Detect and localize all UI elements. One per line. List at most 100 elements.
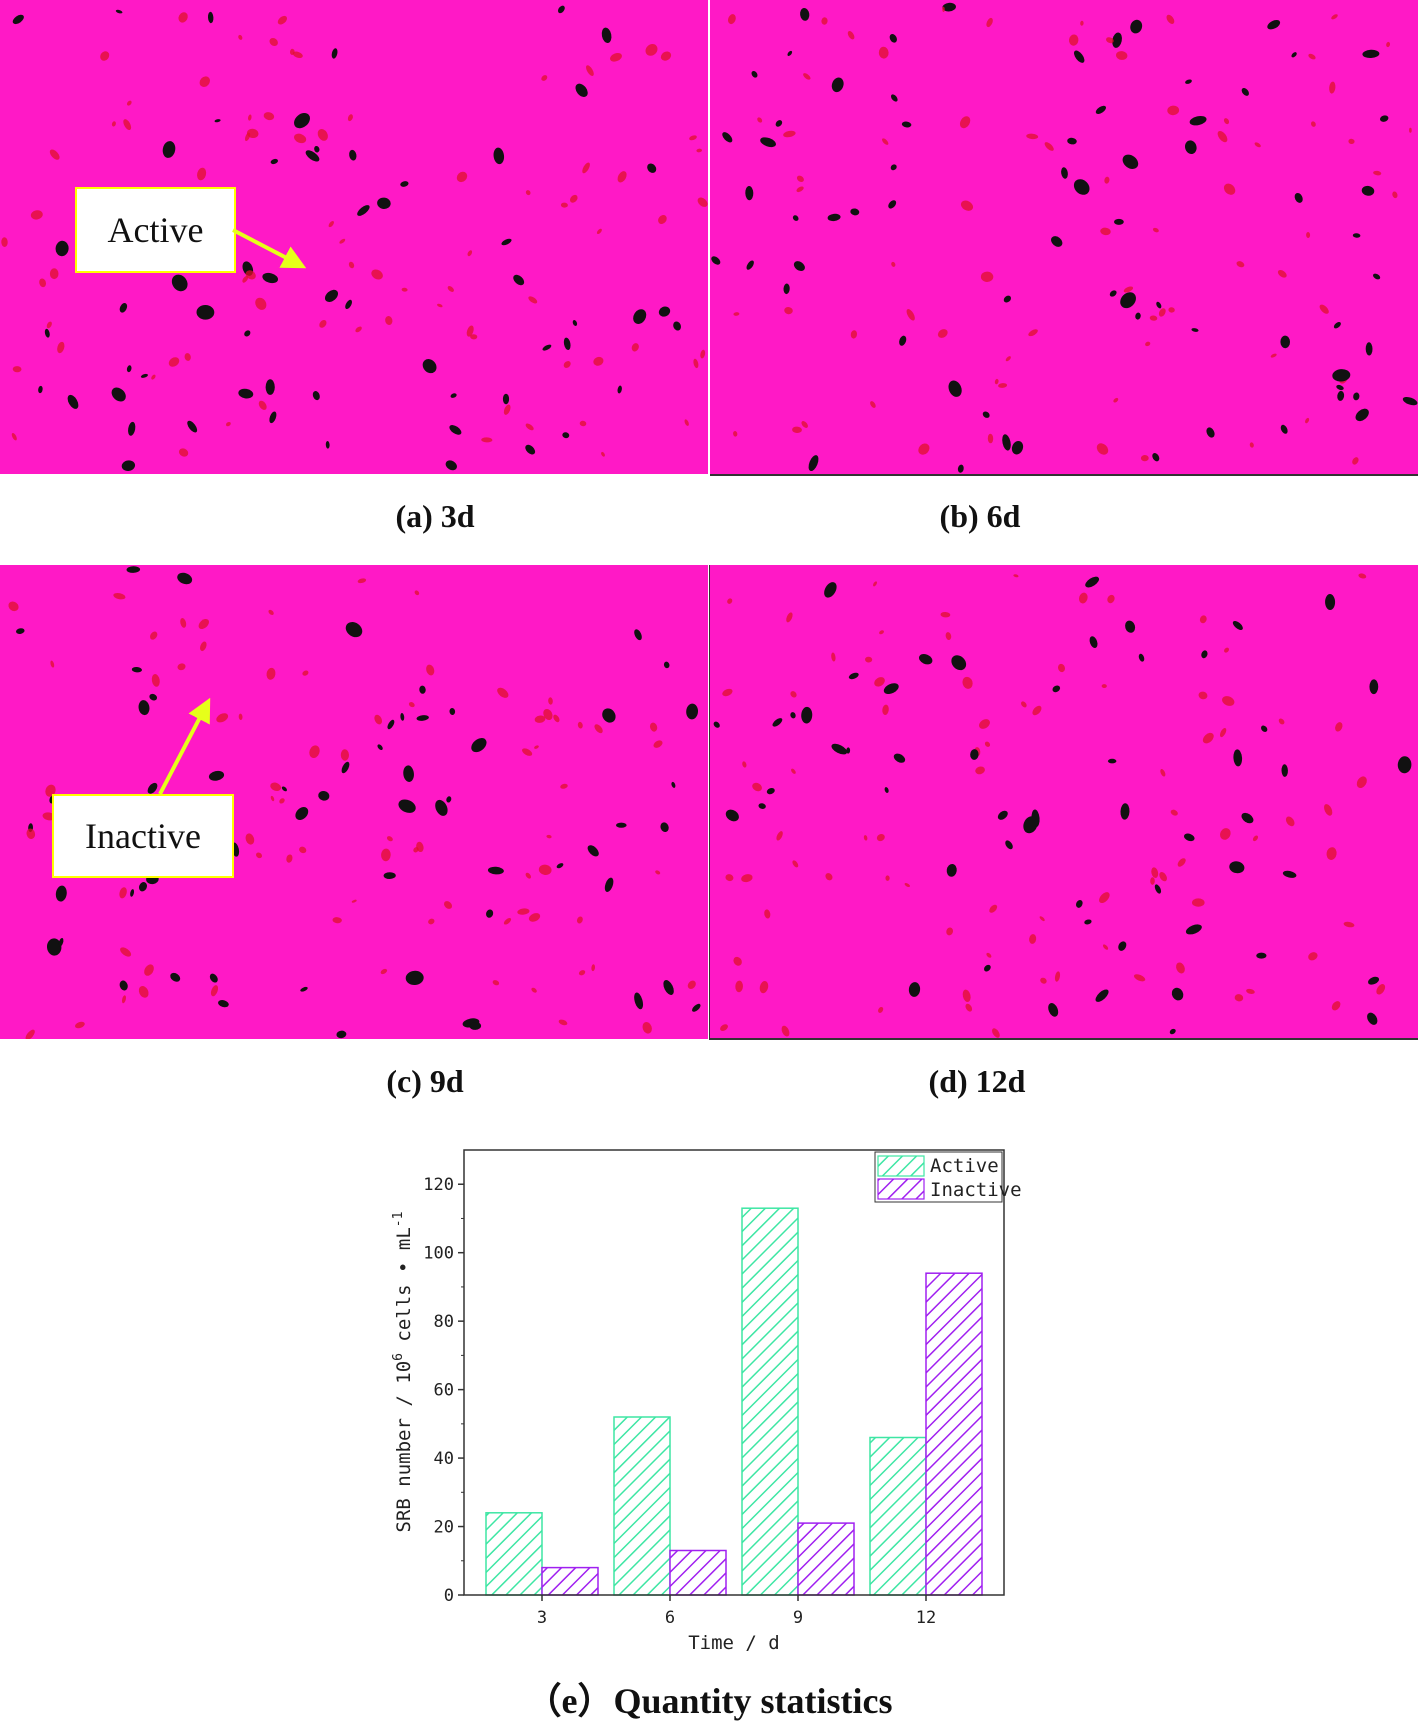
- active-cell: [1183, 833, 1195, 842]
- inactive-cell: [1308, 952, 1318, 961]
- active-cell: [970, 749, 979, 760]
- inactive-cell: [582, 162, 590, 174]
- inactive-callout: Inactive: [52, 794, 234, 878]
- inactive-cell: [426, 664, 435, 676]
- active-cell: [686, 703, 699, 720]
- active-cell: [1089, 636, 1098, 649]
- active-cell: [383, 872, 396, 880]
- inactive-cell: [12, 366, 22, 373]
- inactive-cell: [1278, 718, 1285, 725]
- active-cell: [884, 787, 889, 793]
- active-cell: [775, 120, 783, 127]
- active-cell: [604, 877, 614, 892]
- active-cell: [405, 970, 424, 986]
- inactive-cell: [945, 632, 952, 640]
- inactive-cell: [1068, 34, 1079, 46]
- active-cell: [673, 321, 681, 331]
- active-cell: [128, 421, 136, 436]
- inactive-cell: [1044, 142, 1054, 151]
- inactive-cell: [986, 952, 992, 958]
- active-cell: [149, 693, 158, 701]
- active-cell: [471, 738, 487, 753]
- active-cell: [218, 999, 229, 1008]
- inactive-cell: [942, 6, 945, 12]
- active-cell: [751, 71, 758, 78]
- inactive-cell: [1113, 397, 1119, 403]
- active-cell: [435, 799, 448, 816]
- inactive-cell: [1306, 232, 1311, 238]
- inactive-cell: [1170, 809, 1178, 816]
- inactive-cell: [178, 448, 189, 457]
- inactive-cell: [1234, 994, 1244, 1002]
- active-cell: [170, 972, 181, 982]
- active-cell: [196, 304, 215, 320]
- inactive-cell: [579, 420, 587, 427]
- inactive-cell: [764, 909, 771, 919]
- inactive-cell: [870, 401, 876, 408]
- inactive-cell: [796, 186, 804, 193]
- active-cell: [1138, 653, 1145, 662]
- inactive-cell: [268, 609, 274, 615]
- active-cell: [997, 810, 1008, 820]
- inactive-cell: [386, 836, 393, 842]
- inactive-cell: [975, 766, 985, 775]
- inactive-cell: [1028, 329, 1038, 337]
- active-cell: [16, 628, 25, 634]
- inactive-cell: [238, 34, 243, 40]
- active-cell: [357, 205, 370, 216]
- inactive-cell: [960, 200, 974, 211]
- chart-legend: Active Inactive: [874, 1151, 1022, 1203]
- active-cell: [312, 391, 320, 401]
- active-cell: [449, 708, 456, 715]
- active-cell: [1185, 140, 1197, 155]
- active-cell: [209, 973, 218, 983]
- inactive-cell: [263, 112, 275, 121]
- inactive-cell: [184, 353, 191, 361]
- active-cell: [147, 782, 158, 794]
- inactive-cell: [720, 1024, 728, 1031]
- active-cell: [1232, 620, 1243, 630]
- inactive-cell: [1409, 127, 1412, 133]
- bar-inactive-3: [541, 1566, 599, 1596]
- active-cell: [44, 328, 50, 338]
- inactive-cell: [45, 784, 56, 797]
- inactive-cell: [534, 715, 546, 723]
- inactive-cell: [543, 708, 553, 721]
- active-cell: [1076, 899, 1083, 908]
- inactive-cell: [1040, 977, 1047, 984]
- inactive-cell: [1100, 227, 1111, 236]
- active-cell: [58, 937, 64, 947]
- active-callout-text: Active: [107, 210, 204, 250]
- inactive-cell: [586, 65, 594, 76]
- active-cell: [808, 455, 819, 472]
- active-cell: [558, 5, 565, 14]
- active-cell: [214, 119, 221, 123]
- inactive-cell: [994, 378, 999, 385]
- srb-bar-chart: 0 20 40 60 80 100 120 3 6 9 12 Time / d SRB numbe…: [391, 1149, 1022, 1654]
- active-cell: [692, 1003, 701, 1012]
- active-cell: [1114, 218, 1124, 225]
- active-cell: [501, 238, 512, 246]
- active-cell: [336, 1030, 347, 1039]
- active-cell: [1152, 453, 1160, 462]
- inactive-cell: [735, 980, 743, 993]
- active-cell: [1353, 392, 1360, 401]
- inactive-cell: [113, 592, 126, 600]
- active-cell: [787, 50, 793, 56]
- active-cell: [1109, 290, 1117, 297]
- inactive-cell: [408, 702, 415, 708]
- active-cell: [984, 964, 991, 972]
- inactive-cell: [447, 286, 454, 292]
- inactive-cell: [1005, 356, 1011, 362]
- active-cell: [1241, 87, 1249, 96]
- inactive-cell: [962, 676, 973, 689]
- active-cell: [647, 163, 657, 173]
- inactive-cell: [120, 947, 132, 957]
- active-cell: [1291, 52, 1297, 58]
- inactive-cell: [1252, 835, 1259, 842]
- active-cell: [758, 803, 766, 809]
- inactive-cell: [781, 1025, 790, 1037]
- active-cell: [1361, 185, 1375, 196]
- inactive-cell: [1, 237, 8, 247]
- inactive-cell: [1166, 14, 1175, 25]
